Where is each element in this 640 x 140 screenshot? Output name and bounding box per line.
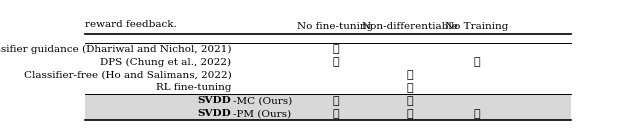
Text: SVDD: SVDD (198, 109, 231, 118)
Text: reward feedback.: reward feedback. (85, 20, 177, 29)
Text: -PM (Ours): -PM (Ours) (233, 109, 291, 118)
Text: DPS (Chung et al., 2022): DPS (Chung et al., 2022) (100, 58, 231, 67)
Text: RL fine-tuning: RL fine-tuning (156, 83, 231, 92)
Text: ✓: ✓ (406, 109, 413, 119)
Text: ✓: ✓ (474, 109, 480, 119)
Text: No Training: No Training (445, 22, 509, 31)
Text: Classifier-free (Ho and Salimans, 2022): Classifier-free (Ho and Salimans, 2022) (24, 71, 231, 80)
Text: Classifier guidance (Dhariwal and Nichol, 2021): Classifier guidance (Dhariwal and Nichol… (0, 45, 231, 54)
Text: ✓: ✓ (332, 96, 339, 106)
Text: Non-differentiable: Non-differentiable (362, 22, 458, 31)
Text: ✓: ✓ (406, 96, 413, 106)
Text: SVDD: SVDD (198, 96, 231, 105)
Text: ✓: ✓ (474, 57, 480, 67)
Text: ✓: ✓ (406, 83, 413, 93)
Text: ✓: ✓ (332, 44, 339, 54)
Bar (85, 94, 571, 120)
Text: ✓: ✓ (332, 109, 339, 119)
Text: -MC (Ours): -MC (Ours) (233, 96, 292, 105)
Text: No fine-tuning: No fine-tuning (298, 22, 374, 31)
Text: ✓: ✓ (406, 70, 413, 80)
Text: ✓: ✓ (332, 57, 339, 67)
